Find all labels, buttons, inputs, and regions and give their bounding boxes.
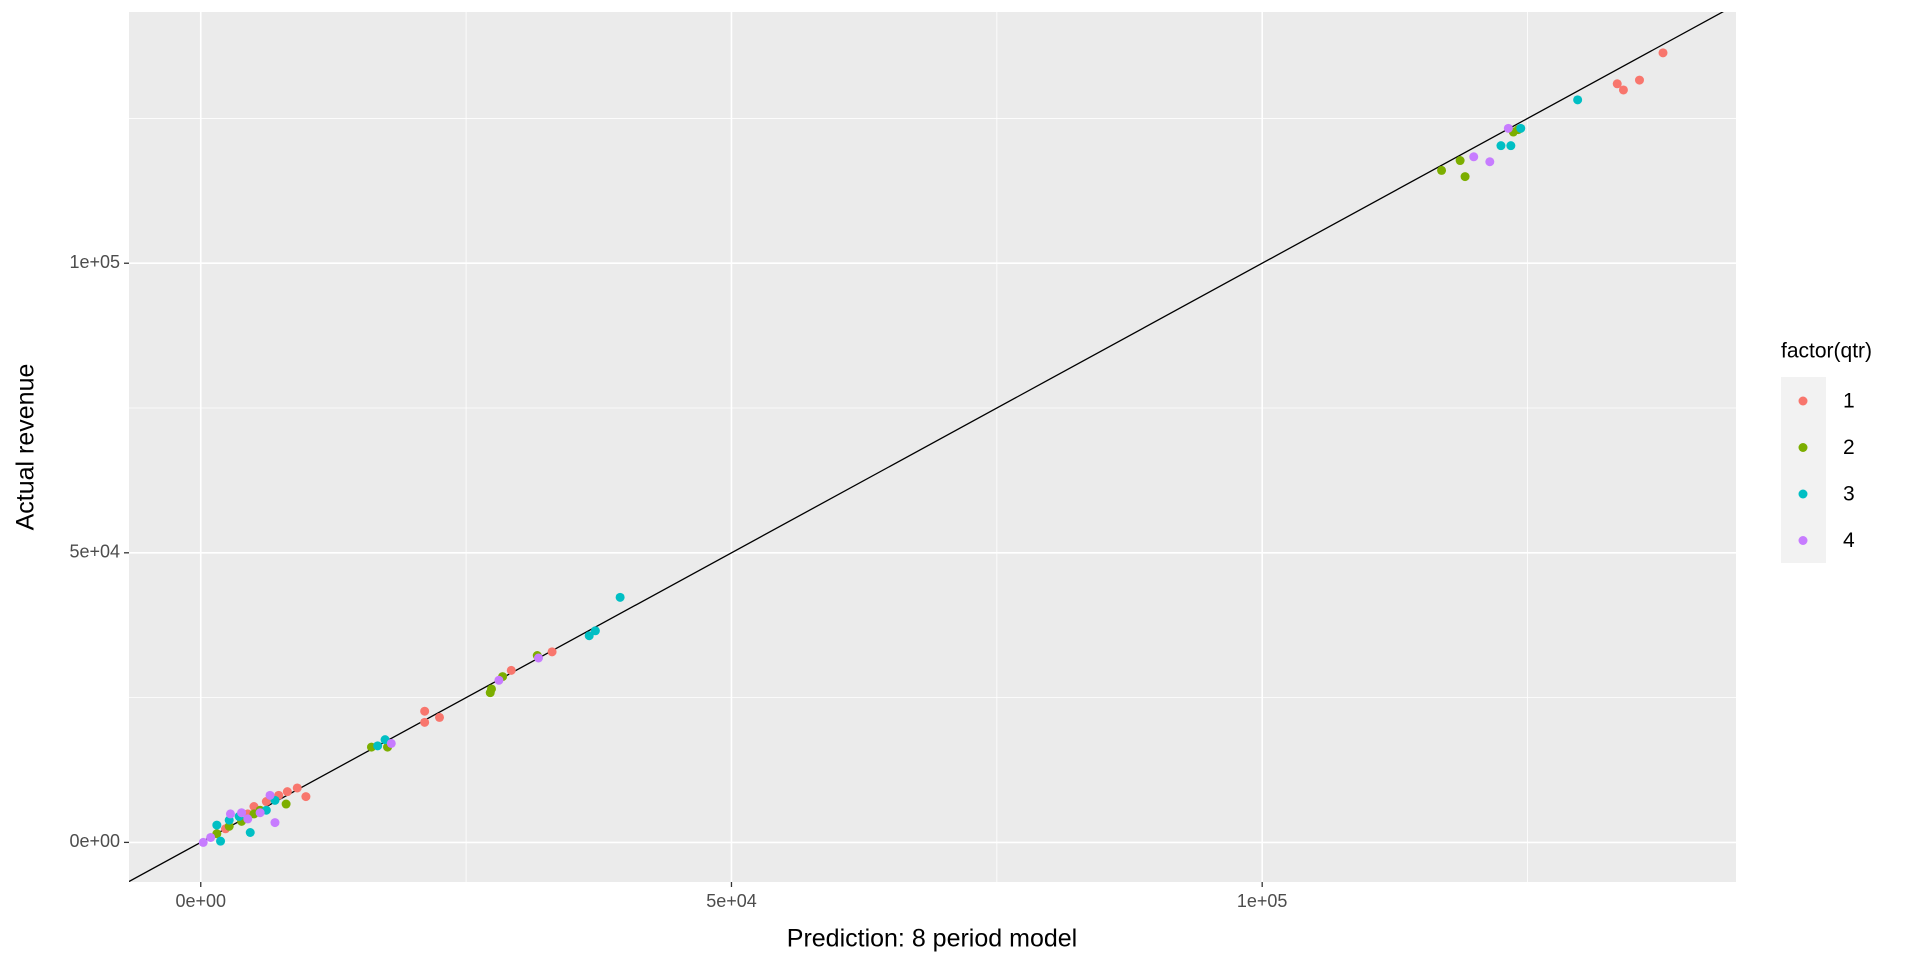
- x-tick-label: 5e+04: [706, 891, 757, 911]
- point: [485, 688, 495, 698]
- point: [255, 808, 265, 818]
- legend-key: [1798, 536, 1808, 545]
- point: [1612, 79, 1622, 89]
- point: [237, 808, 247, 818]
- point: [243, 814, 253, 824]
- point: [1460, 172, 1470, 182]
- point: [590, 626, 600, 636]
- point: [1658, 48, 1668, 58]
- point: [615, 592, 625, 602]
- point: [292, 783, 302, 793]
- point: [533, 653, 543, 663]
- legend-label: 4: [1843, 529, 1855, 552]
- point: [506, 665, 516, 675]
- plot-panel: [129, 12, 1736, 882]
- legend-label: 3: [1843, 483, 1855, 506]
- legend: 1 2 3 4: [1798, 390, 1855, 552]
- point: [225, 809, 235, 819]
- y-tick-label: 1e+05: [69, 252, 120, 272]
- point: [584, 631, 594, 641]
- point: [281, 799, 291, 809]
- point: [198, 837, 208, 847]
- point: [1469, 152, 1479, 162]
- point: [1496, 141, 1506, 151]
- marks: [129, 12, 1724, 882]
- x-tick-label: 1e+05: [1237, 891, 1288, 911]
- legend-keys: [1781, 377, 1826, 563]
- y-tick-label: 5e+04: [69, 542, 120, 562]
- point: [216, 836, 226, 846]
- reference-line: [129, 12, 1724, 882]
- point: [494, 675, 504, 685]
- point: [373, 741, 383, 751]
- point: [224, 821, 234, 831]
- point: [1516, 123, 1526, 133]
- legend-label: 1: [1843, 390, 1855, 413]
- x-axis-title: Prediction: 8 period model: [787, 925, 1077, 953]
- point: [435, 712, 445, 722]
- point: [265, 790, 275, 800]
- legend-key: [1798, 396, 1808, 406]
- point: [1634, 75, 1644, 85]
- point: [270, 818, 280, 828]
- y-tick-label: 0e+00: [69, 831, 120, 851]
- point: [212, 820, 222, 830]
- point: [301, 792, 311, 802]
- point: [1618, 85, 1628, 95]
- point: [1506, 141, 1516, 151]
- grid: [124, 12, 1736, 887]
- legend-label: 2: [1843, 436, 1855, 459]
- point: [245, 827, 255, 837]
- y-axis-title: Actual revenue: [12, 364, 40, 531]
- point: [1455, 156, 1465, 166]
- legend-key: [1798, 489, 1808, 499]
- point: [1485, 157, 1495, 167]
- point: [1437, 165, 1447, 175]
- point: [206, 832, 216, 842]
- point: [547, 647, 557, 657]
- point: [420, 717, 430, 727]
- point: [386, 738, 396, 748]
- point: [420, 706, 430, 716]
- legend-key: [1798, 443, 1808, 452]
- point: [282, 787, 292, 797]
- point: [1503, 123, 1513, 133]
- x-tick-label: 0e+00: [175, 891, 226, 911]
- point: [1573, 95, 1583, 105]
- legend-title: factor(qtr): [1781, 340, 1872, 363]
